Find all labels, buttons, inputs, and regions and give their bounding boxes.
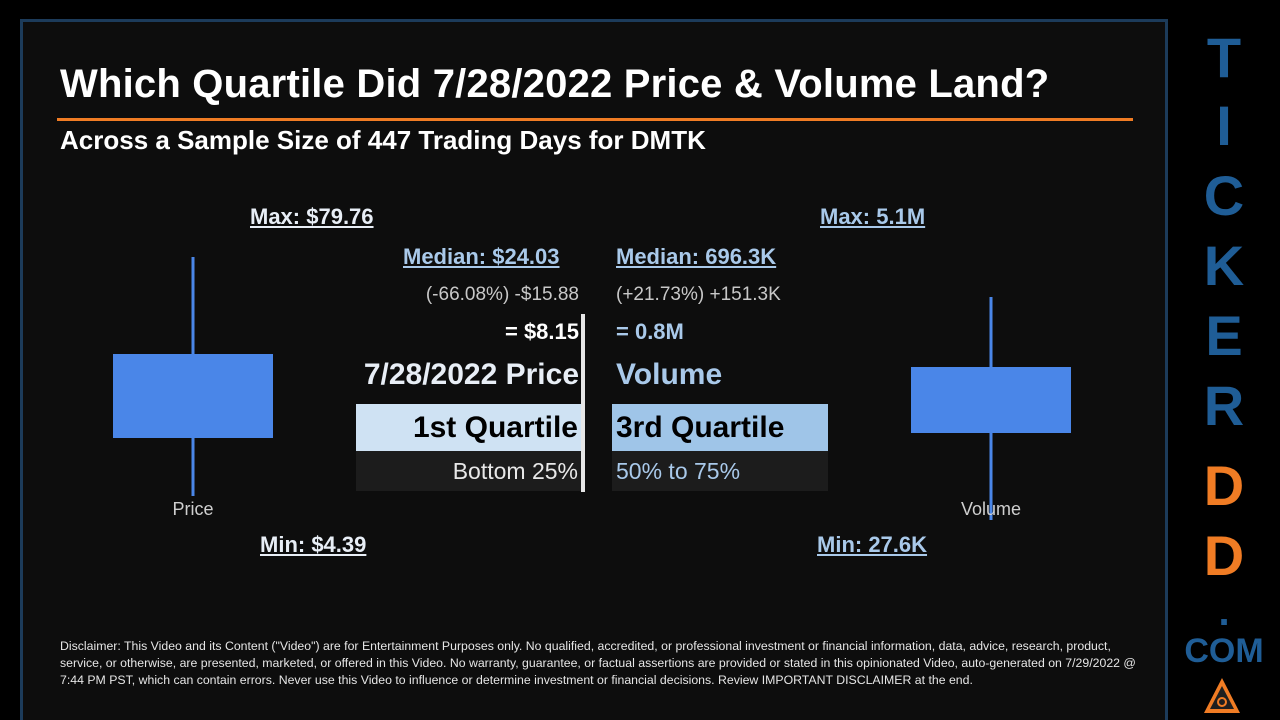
volume-change-label: (+21.73%) +151.3K: [616, 284, 781, 305]
brand-letter: T: [1206, 26, 1242, 89]
brand-letter: D: [1203, 524, 1245, 587]
volume-box-plot: Volume: [911, 297, 1071, 520]
center-divider: [581, 314, 585, 492]
volume-max-label: Max: 5.1M: [820, 204, 926, 229]
brand-letter: C: [1203, 164, 1245, 227]
box-plot-chart: Price Volume: [113, 257, 1071, 520]
brand-letter: K: [1203, 234, 1245, 297]
title-underline: [57, 118, 1133, 121]
price-heading: 7/28/2022 Price: [363, 358, 579, 391]
brand-letter: I: [1216, 94, 1232, 157]
volume-min-label: Min: 27.6K: [817, 532, 928, 557]
price-change-label: (-66.08%) -$15.88: [425, 284, 579, 305]
volume-axis-label: Volume: [961, 499, 1021, 519]
brand-letter: E: [1205, 304, 1243, 367]
price-quartile-badge: 1st Quartile: [356, 404, 582, 451]
volume-quartile-badge: 3rd Quartile: [612, 404, 828, 451]
volume-box: [911, 367, 1071, 433]
price-box-plot: Price: [113, 257, 273, 519]
volume-heading: Volume: [616, 358, 723, 391]
price-box: [113, 354, 273, 438]
page-title: Which Quartile Did 7/28/2022 Price & Vol…: [60, 62, 1050, 106]
volume-value-label: = 0.8M: [616, 319, 684, 344]
brand-letter: .: [1218, 590, 1230, 634]
price-range-label: Bottom 25%: [356, 451, 582, 491]
brand-com: COM: [1184, 632, 1264, 670]
warning-triangle-icon: [1204, 678, 1240, 713]
volume-range-label: 50% to 75%: [612, 451, 828, 491]
price-min-label: Min: $4.39: [260, 532, 367, 557]
price-max-label: Max: $79.76: [250, 204, 374, 229]
volume-median-label: Median: 696.3K: [616, 244, 777, 269]
price-axis-label: Price: [172, 499, 213, 519]
brand-letter: R: [1203, 374, 1245, 437]
price-median-label: Median: $24.03: [403, 244, 560, 269]
disclaimer-text: Disclaimer: This Video and its Content (…: [60, 639, 1136, 687]
page-subtitle: Across a Sample Size of 447 Trading Days…: [60, 125, 706, 155]
brand-letter: D: [1203, 454, 1245, 517]
price-value-label: = $8.15: [504, 319, 579, 344]
